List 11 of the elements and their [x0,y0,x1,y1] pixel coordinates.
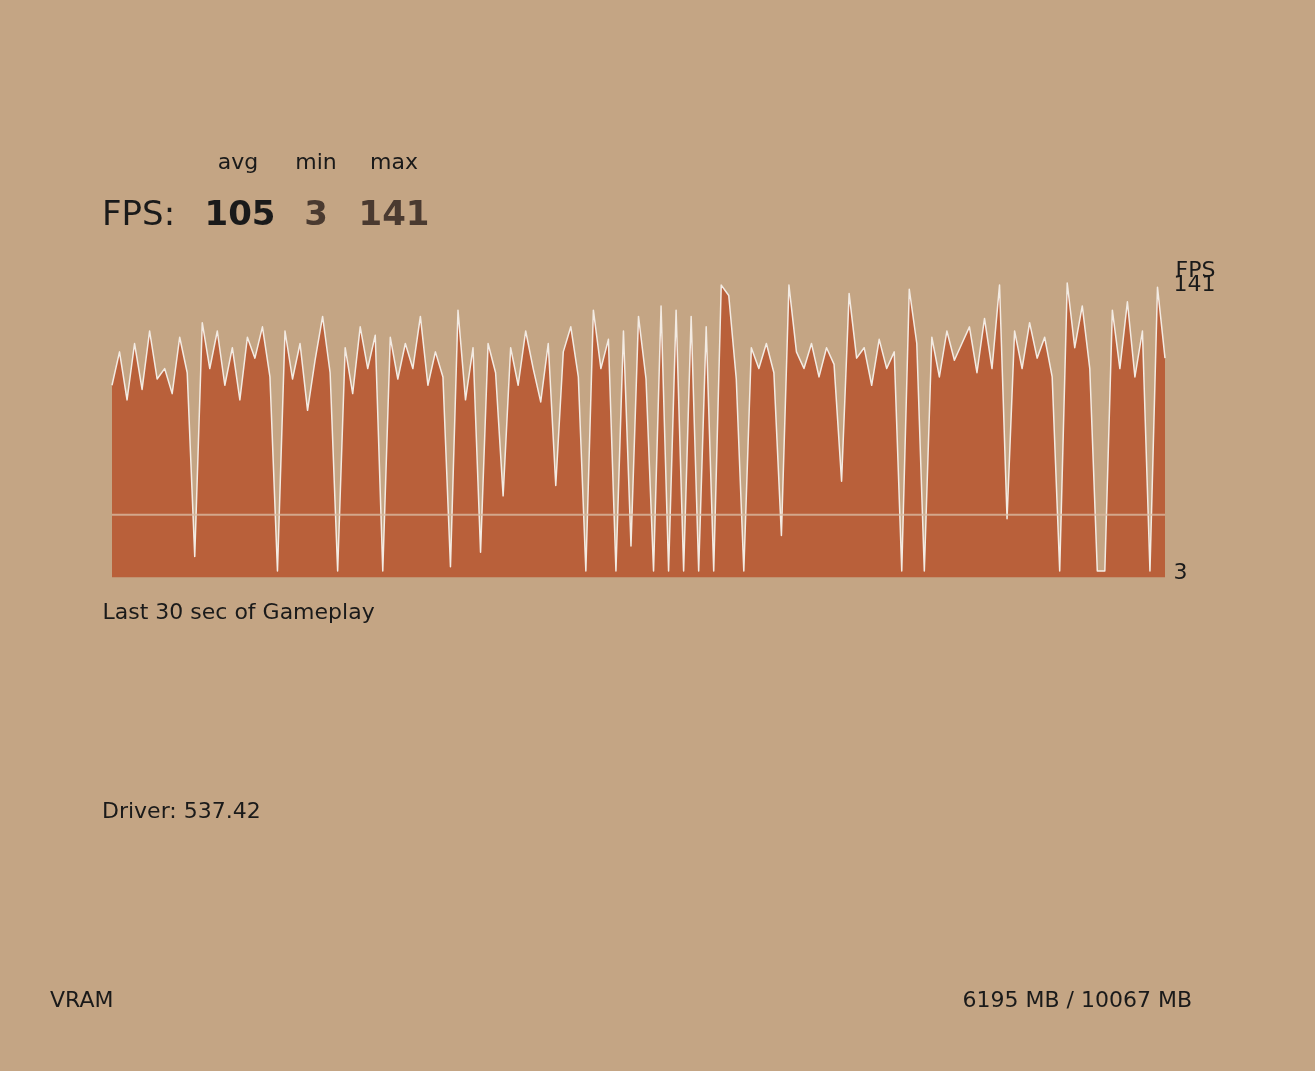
text: 105 [204,193,276,233]
text: avg [217,149,259,174]
text: Driver: 537.42 [102,798,261,823]
text: max [370,149,418,174]
text: 3 [304,193,328,233]
x-axis-title: Last 30 sec of Gameplay [102,598,375,624]
text: VRAM [50,987,114,1012]
text: min [295,149,337,174]
text: FPS: [102,193,176,233]
text: 141 [358,193,430,233]
text: 6195 MB / 10067 MB [962,987,1192,1012]
